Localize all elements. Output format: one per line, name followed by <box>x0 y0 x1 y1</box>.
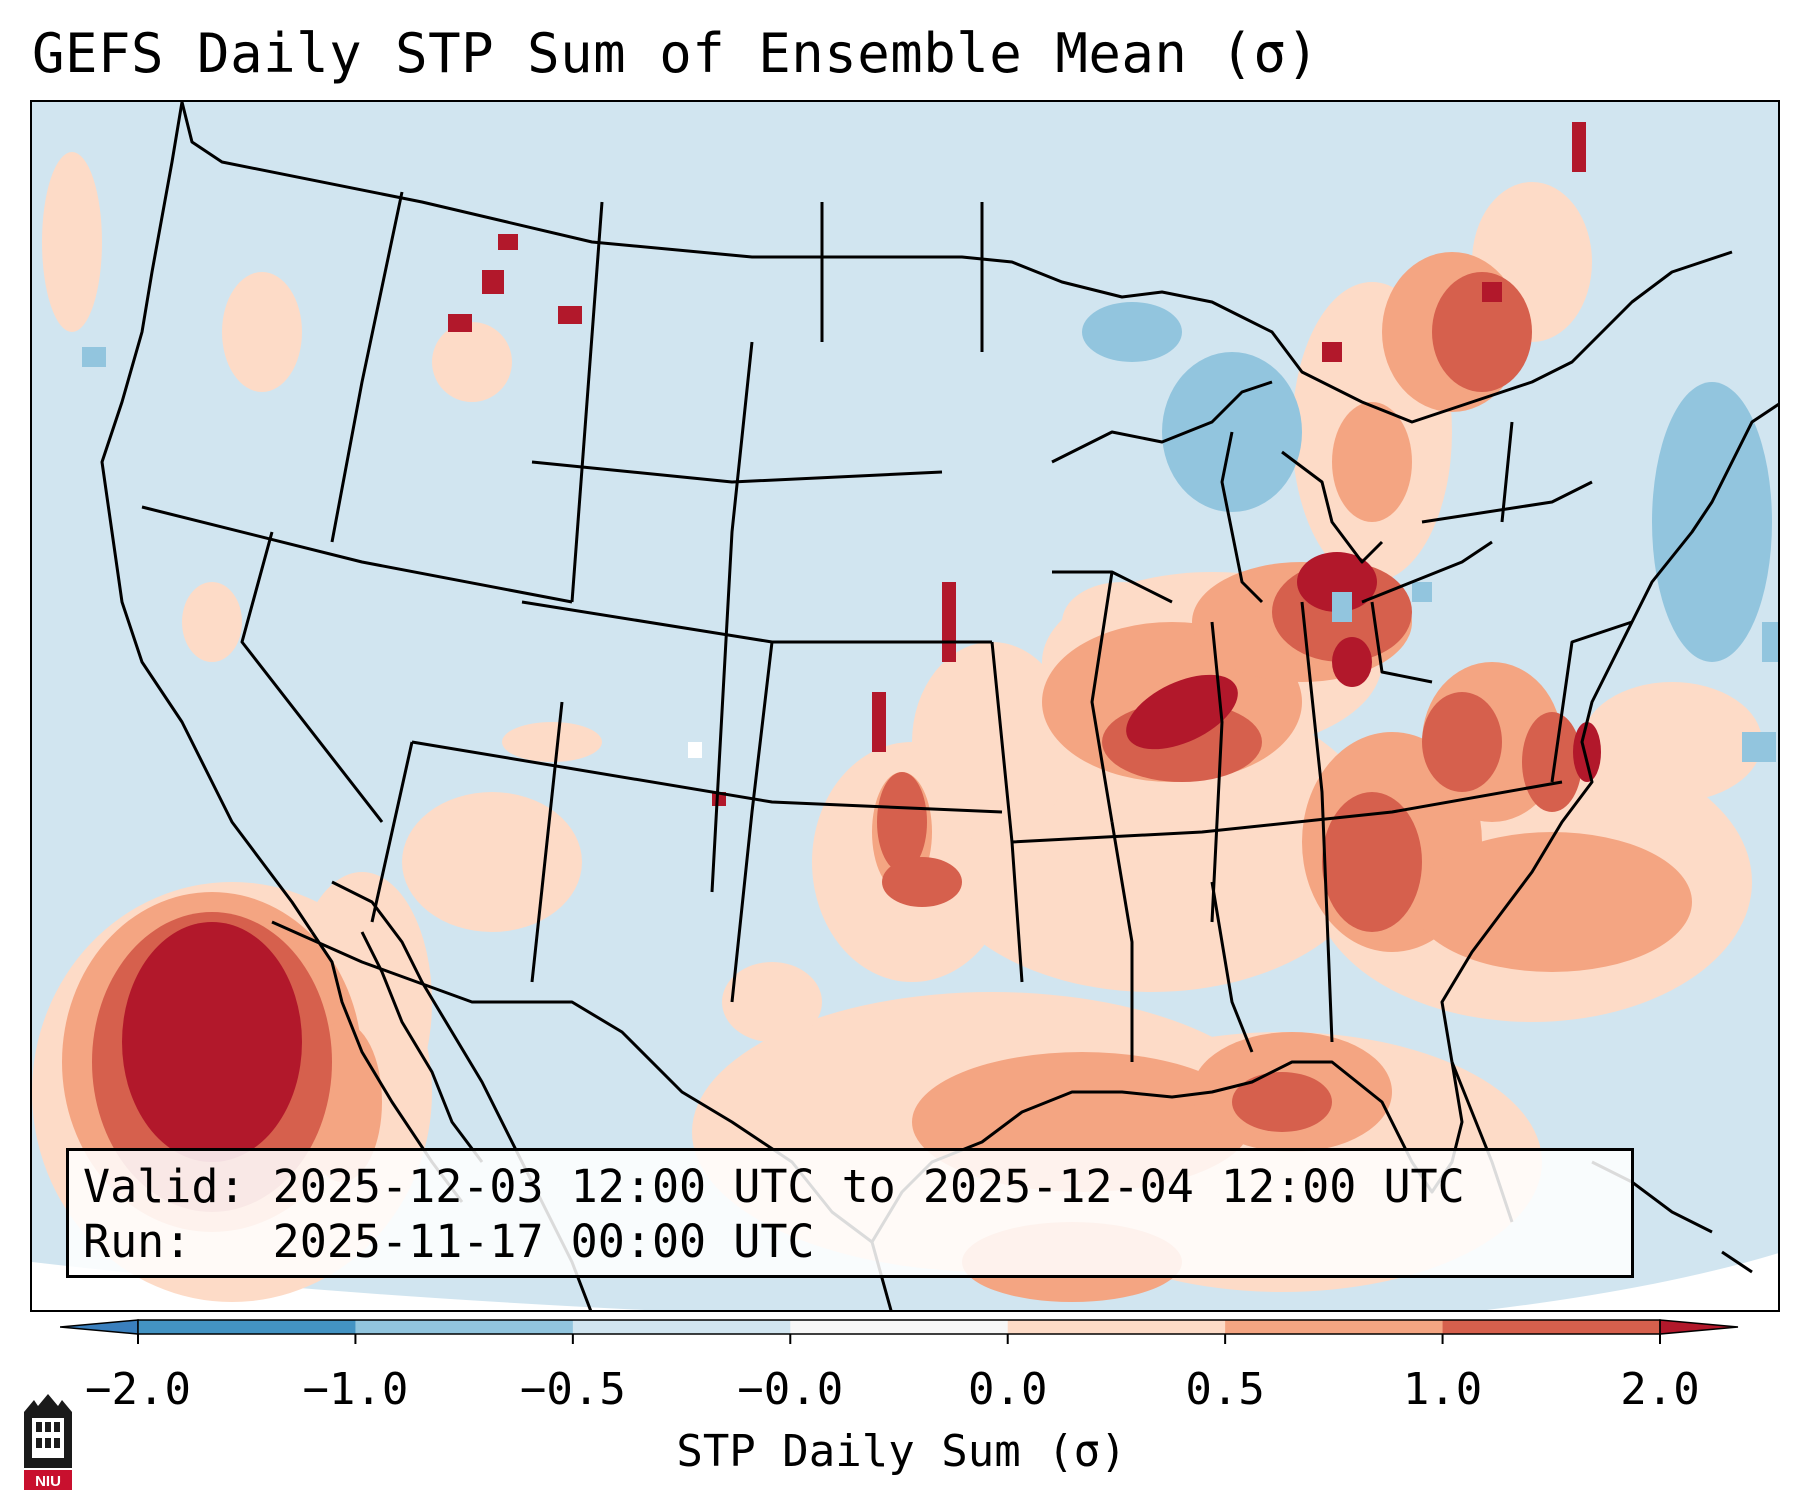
anomaly-map <box>32 102 1778 1310</box>
state-line-ny-vt <box>1500 421 1514 523</box>
colorbar-extend-low <box>60 1319 139 1335</box>
state-line-al-ga <box>1210 881 1254 1053</box>
state-line-ny-pa <box>1421 480 1593 524</box>
colorbar-bin <box>572 1320 791 1334</box>
colorbar-bin <box>1225 1320 1444 1334</box>
colorbar-bin <box>1442 1320 1661 1334</box>
validity-info-box: Valid: 2025-12-03 12:00 UTC to 2025-12-0… <box>66 1148 1634 1278</box>
niu-logo-icon: NIU <box>24 1394 72 1490</box>
lake-michigan <box>1220 431 1264 604</box>
run-label: Run: <box>83 1215 192 1268</box>
logo-text: NIU <box>35 1473 61 1490</box>
state-line-id-mt <box>570 201 604 603</box>
state-line-pa-wv <box>1370 601 1433 684</box>
state-line-co-ks <box>730 641 774 1003</box>
colorbar-bins <box>60 1319 1739 1335</box>
lake-huron <box>1281 450 1384 564</box>
colorbar <box>60 1319 1739 1344</box>
state-line-co-nm <box>411 740 1003 814</box>
colorbar-bin <box>790 1320 1009 1334</box>
chart-title: GEFS Daily STP Sum of Ensemble Mean (σ) <box>32 22 1320 85</box>
colorbar-bin <box>355 1320 574 1334</box>
colorbar-tick-label: 0.5 <box>1185 1364 1265 1415</box>
colorbar-tick-label: 0.0 <box>967 1364 1048 1415</box>
colorbar-tick-label: −2.0 <box>85 1364 191 1415</box>
lake-superior <box>1051 380 1273 464</box>
colorbar-tick-label: −0.0 <box>737 1364 844 1415</box>
state-line-wy-sd <box>710 341 754 893</box>
state-line-nv-az <box>370 741 414 923</box>
colorbar-ticks <box>137 1334 1661 1344</box>
pacific-coastline <box>100 102 314 933</box>
lake-erie <box>1361 540 1493 604</box>
colorbar-bin <box>138 1320 356 1334</box>
run-value: 2025-11-17 00:00 UTC <box>272 1215 815 1268</box>
colorbar-extend-high <box>1659 1319 1739 1335</box>
projection-edge-right <box>1486 1253 1778 1310</box>
colorbar-label: STP Daily Sum (σ) <box>676 1426 1127 1477</box>
valid-line: Valid: 2025-12-03 12:00 UTC to 2025-12-0… <box>83 1159 1631 1214</box>
anomaly-zero-cell <box>688 742 702 758</box>
map-panel <box>30 100 1780 1312</box>
state-line-va-nc <box>1550 620 1633 783</box>
colorbar-tick-label: −0.5 <box>519 1364 626 1415</box>
projection-edge-left <box>32 1262 645 1310</box>
colorbar-tick-label: −1.0 <box>302 1364 409 1415</box>
state-line-il-in <box>1090 571 1114 823</box>
baja-east-coast <box>360 931 484 1163</box>
state-line-sd-ne <box>531 460 943 484</box>
state-line-ca-nv <box>240 531 384 823</box>
state-line-oh-wv <box>1300 601 1334 1043</box>
state-line-wa-id <box>330 191 404 543</box>
state-line-az-nm <box>530 701 564 983</box>
colorbar-outline <box>137 1319 1661 1335</box>
colorbar-bin <box>1007 1320 1226 1334</box>
atlantic-coastline <box>1440 402 1778 1063</box>
state-line-in-oh <box>1210 621 1224 923</box>
run-line: Run: 2025-11-17 00:00 UTC <box>83 1214 1631 1269</box>
anomaly-extreme <box>122 122 1601 1162</box>
colorbar-tick-label: 1.0 <box>1402 1364 1483 1415</box>
state-line-or-ca <box>141 505 573 604</box>
colorbar-tick-label: 2.0 <box>1620 1364 1700 1415</box>
us-canada-border <box>180 102 1733 424</box>
state-line-tn-ky <box>1011 780 1563 844</box>
valid-value: 2025-12-03 12:00 UTC to 2025-12-04 12:00… <box>272 1160 1465 1213</box>
valid-label: Valid: <box>83 1160 246 1213</box>
state-line-ms-al <box>1110 821 1134 1062</box>
